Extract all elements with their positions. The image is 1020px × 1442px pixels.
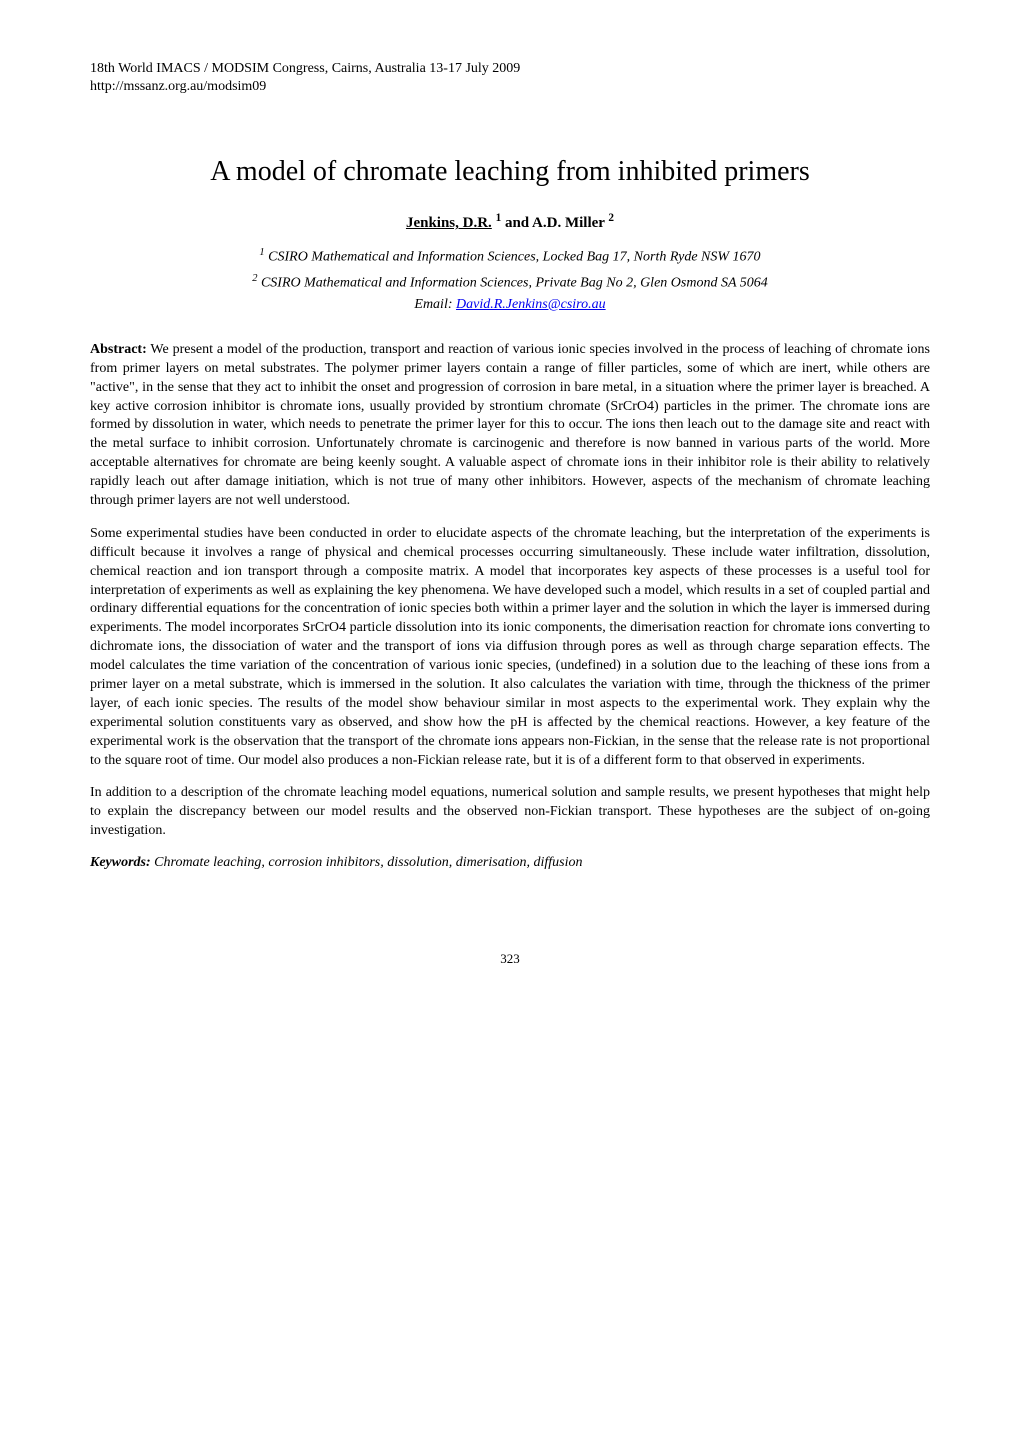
page-number: 323 <box>90 951 930 967</box>
affiliation-2-text: CSIRO Mathematical and Information Scien… <box>257 275 767 290</box>
authors: Jenkins, D.R. 1 and A.D. Miller 2 <box>90 212 930 232</box>
affiliation-1-text: CSIRO Mathematical and Information Scien… <box>265 250 761 265</box>
conference-line-2: http://mssanz.org.au/modsim09 <box>90 78 930 96</box>
keywords-label: Keywords: <box>90 855 151 870</box>
paper-title: A model of chromate leaching from inhibi… <box>90 156 930 188</box>
abstract-label: Abstract: <box>90 342 147 357</box>
abstract-paragraph-2: Some experimental studies have been cond… <box>90 525 930 771</box>
abstract-paragraph-1: Abstract: We present a model of the prod… <box>90 341 930 511</box>
abstract-text-2-pre: Some experimental studies have been cond… <box>90 526 930 673</box>
affiliation-2: 2 CSIRO Mathematical and Information Sci… <box>90 272 930 293</box>
email-label: Email: <box>414 297 456 312</box>
abstract-text-2-post: ) in a solution due to the leaching of t… <box>90 658 930 767</box>
ionic-species-list: undefined <box>560 658 616 673</box>
conference-line-1: 18th World IMACS / MODSIM Congress, Cair… <box>90 60 930 78</box>
keywords: Keywords: Chromate leaching, corrosion i… <box>90 855 930 871</box>
abstract-paragraph-3: In addition to a description of the chro… <box>90 784 930 841</box>
abstract-text-1: We present a model of the production, tr… <box>90 342 930 508</box>
email-line: Email: David.R.Jenkins@csiro.au <box>90 297 930 313</box>
conference-header: 18th World IMACS / MODSIM Congress, Cair… <box>90 60 930 96</box>
email-link[interactable]: David.R.Jenkins@csiro.au <box>456 297 606 312</box>
keywords-text: Chromate leaching, corrosion inhibitors,… <box>151 855 583 870</box>
affiliation-1: 1 CSIRO Mathematical and Information Sci… <box>90 246 930 267</box>
